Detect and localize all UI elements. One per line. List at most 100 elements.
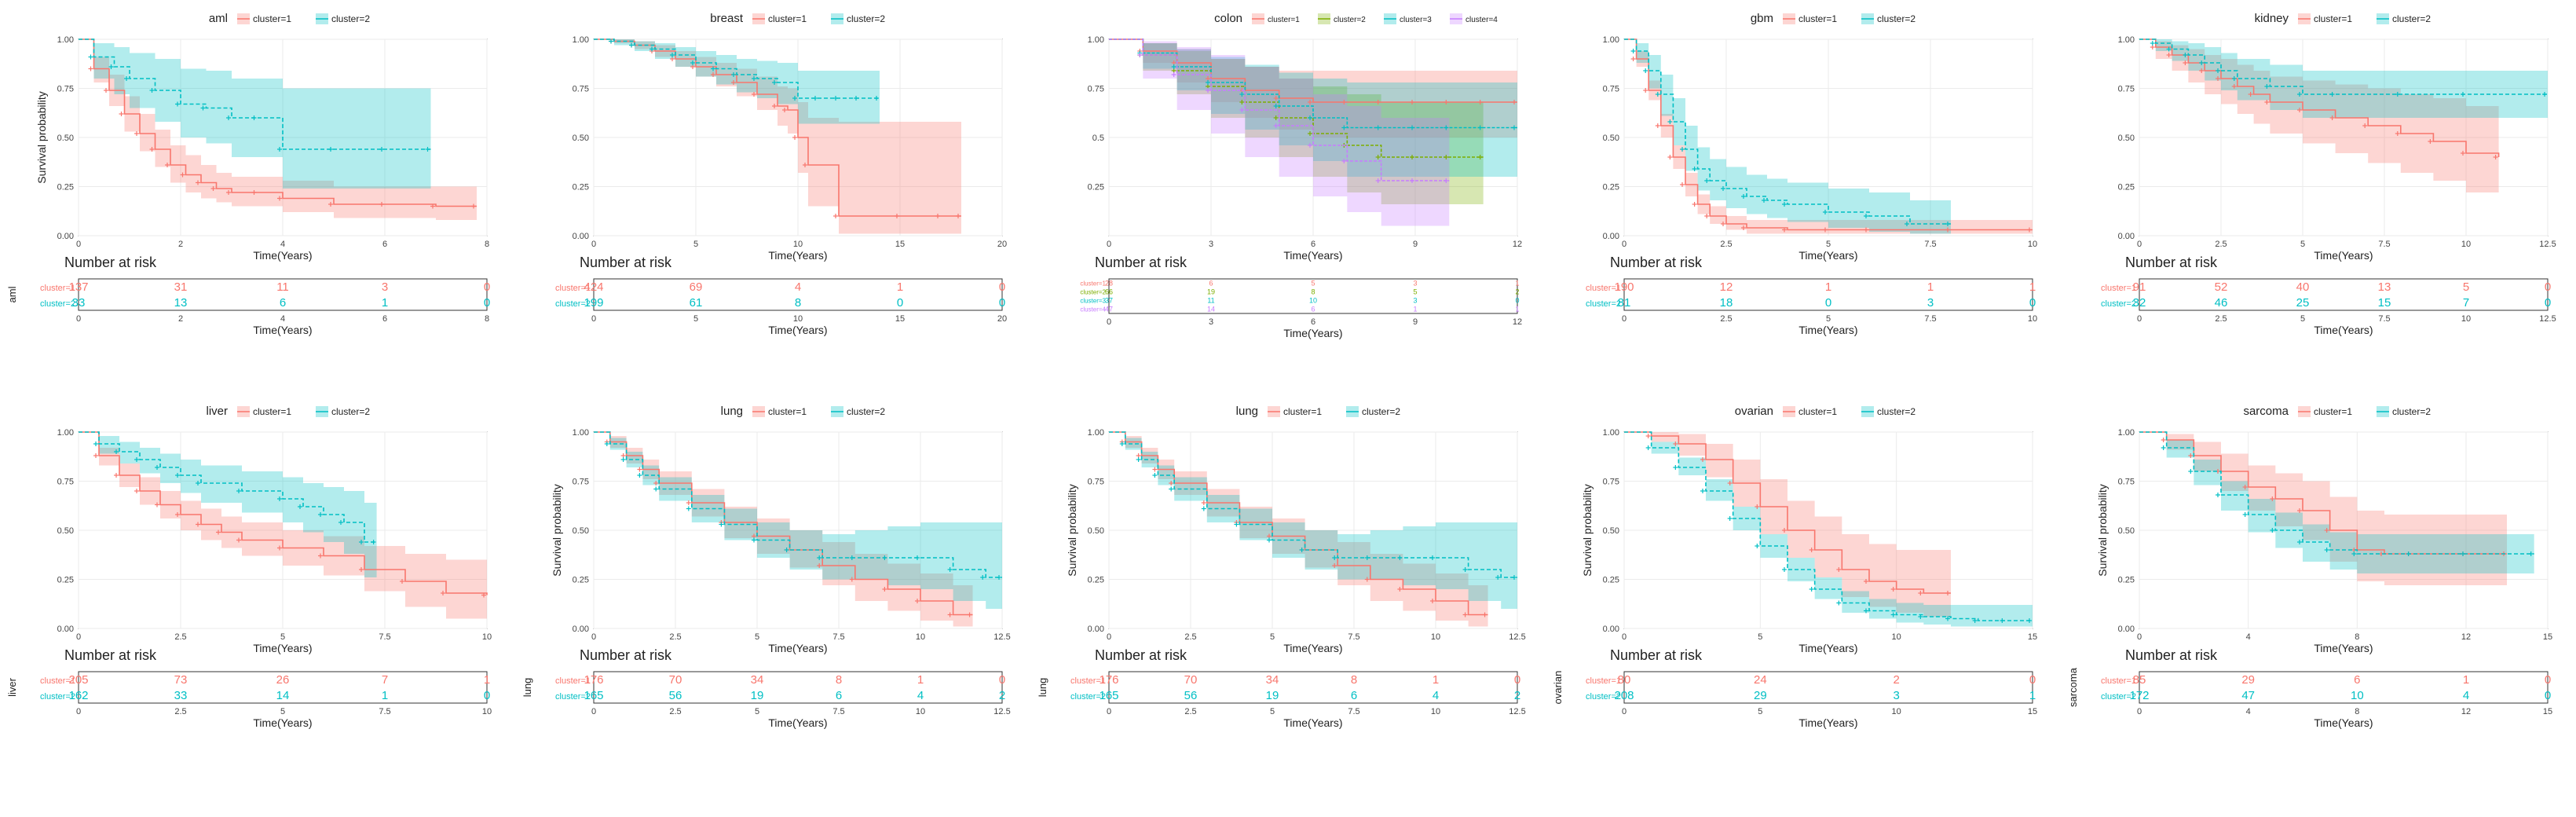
risk-value: 0: [897, 296, 903, 310]
risk-value: 3: [1927, 296, 1934, 310]
x-axis-label: Time(Years): [1283, 249, 1342, 262]
x-tick-label: 2.5: [669, 632, 681, 642]
risk-value: 4: [917, 689, 924, 702]
risk-value: 0: [1515, 297, 1519, 305]
risk-title: Number at risk: [1610, 255, 1703, 270]
risk-x-tick-label: 0: [1622, 707, 1626, 716]
risk-value: 8: [1311, 288, 1315, 296]
risk-x-tick-label: 5: [2300, 314, 2305, 324]
risk-value: 6: [1311, 306, 1315, 313]
risk-x-tick-label: 0: [1107, 707, 1111, 716]
y-tick-label: 0.75: [573, 478, 589, 487]
risk-value: 18: [1720, 296, 1733, 310]
y-tick-label: 0.25: [2118, 576, 2135, 585]
y-tick-label: 0.75: [1603, 85, 1619, 94]
risk-value: 1: [917, 673, 924, 687]
x-axis-label: Time(Years): [253, 642, 312, 654]
risk-value: 4: [1433, 689, 1439, 702]
survival-line-cluster=2: [2139, 38, 2548, 95]
x-tick-label: 6: [1311, 240, 1315, 249]
y-tick-label: 0.25: [57, 183, 74, 192]
legend-label: cluster=2: [1877, 406, 1916, 417]
risk-value: 69: [690, 280, 703, 294]
risk-strata-label: lung: [1037, 678, 1048, 698]
risk-x-tick-label: 0: [1107, 317, 1111, 327]
risk-title: Number at risk: [64, 255, 157, 270]
y-axis-label: Survival probability: [1581, 484, 1594, 577]
risk-x-axis-label: Time(Years): [1798, 324, 1857, 336]
risk-value: 8: [836, 673, 842, 687]
risk-value: 1: [1433, 673, 1439, 687]
risk-value: 70: [1184, 673, 1198, 687]
panel-title: ovarian: [1735, 405, 1773, 418]
y-tick-label: 0.00: [57, 232, 74, 241]
risk-value: 61: [690, 296, 703, 310]
risk-x-tick-label: 15: [2028, 707, 2037, 716]
risk-row-label: cluster=2: [555, 692, 591, 702]
x-axis-label: Time(Years): [1283, 642, 1342, 654]
y-tick-label: 0.75: [1088, 478, 1104, 487]
risk-row-label: cluster=1: [555, 284, 591, 293]
legend-label: cluster=2: [331, 13, 370, 24]
risk-value: 80: [1618, 673, 1631, 687]
risk-value: 3: [1413, 297, 1417, 305]
x-tick-label: 12.5: [2539, 240, 2556, 249]
risk-value: 6: [1209, 280, 1213, 288]
ci-ribbon-cluster=1: [594, 39, 961, 234]
risk-value: 1: [1515, 280, 1519, 288]
x-tick-label: 0: [76, 632, 81, 642]
x-tick-label: 0: [2137, 632, 2142, 642]
risk-x-tick-label: 2: [178, 314, 183, 324]
x-tick-label: 20: [997, 240, 1007, 249]
legend-label: cluster=1: [768, 13, 807, 24]
panel-title: lung: [721, 405, 743, 418]
risk-value: 56: [669, 689, 682, 702]
risk-value: 32: [2133, 296, 2146, 310]
legend-label: cluster=2: [1334, 16, 1366, 24]
risk-value: 3: [382, 280, 388, 294]
ci-ribbon-cluster=1: [79, 39, 477, 220]
x-tick-label: 7.5: [1348, 632, 1359, 642]
risk-x-tick-label: 15: [895, 314, 905, 324]
risk-x-tick-label: 12.5: [2539, 314, 2556, 324]
x-tick-label: 12.5: [1509, 632, 1525, 642]
risk-x-tick-label: 5: [1270, 707, 1275, 716]
x-tick-label: 0: [591, 632, 596, 642]
y-axis-label: Survival probability: [2096, 484, 2109, 577]
risk-x-tick-label: 12: [1513, 317, 1522, 327]
y-tick-label: 0.25: [573, 576, 589, 585]
y-tick-label: 0.50: [2118, 526, 2135, 536]
risk-x-tick-label: 7.5: [832, 707, 844, 716]
panel-kidney-4: kidney cluster=1 cluster=2 0.00 0.25 0.50 0.75…: [2101, 12, 2556, 336]
panel-title: kidney: [2255, 12, 2289, 25]
risk-value: 85: [2133, 673, 2146, 687]
ci-ribbon-cluster=2: [2139, 432, 2534, 573]
ci-ribbon-cluster=2: [2139, 39, 2548, 118]
risk-x-tick-label: 9: [1413, 317, 1418, 327]
y-tick-label: 0.25: [1603, 576, 1619, 585]
risk-row-label: cluster=2: [555, 299, 591, 309]
ci-ribbon-cluster=1: [594, 432, 973, 627]
x-axis-label: Time(Years): [768, 249, 827, 262]
y-tick-label: 0.00: [2118, 625, 2135, 634]
y-tick-label: 0.50: [2118, 134, 2135, 143]
survival-line-cluster=1: [1624, 431, 1951, 594]
ci-ribbon-cluster=2: [1109, 432, 1517, 609]
risk-value: 47: [1105, 306, 1113, 313]
y-tick-label: 0.00: [573, 625, 589, 634]
risk-x-tick-label: 10: [916, 707, 925, 716]
risk-strata-label: aml: [6, 286, 18, 302]
risk-value: 29: [1754, 689, 1767, 702]
risk-value: 1: [1413, 306, 1417, 313]
risk-x-tick-label: 3: [1209, 317, 1213, 327]
risk-x-tick-label: 2.5: [1184, 707, 1196, 716]
legend-label: cluster=2: [847, 406, 885, 417]
legend-label: cluster=1: [253, 13, 291, 24]
risk-value: 26: [276, 673, 290, 687]
risk-x-tick-label: 6: [382, 314, 387, 324]
risk-value: 91: [2133, 280, 2146, 294]
risk-x-tick-label: 10: [2461, 314, 2471, 324]
risk-x-axis-label: Time(Years): [1798, 716, 1857, 729]
risk-x-tick-label: 10: [793, 314, 803, 324]
panel-breast-1: breast cluster=1 cluster=2 0.00 0.25 0.50 0.75…: [555, 12, 1007, 336]
